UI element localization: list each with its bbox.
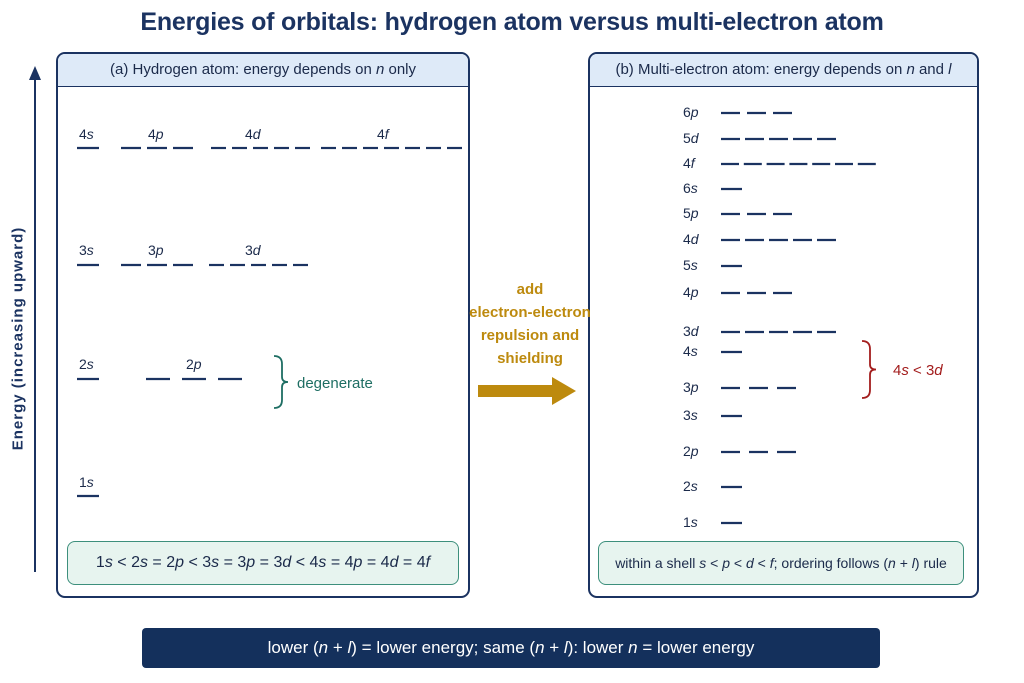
degenerate-label: degenerate	[297, 375, 373, 392]
right-arrow-icon	[552, 377, 576, 405]
main-title: Energies of orbitals: hydrogen atom vers…	[140, 8, 884, 36]
multi-level-3p-label: 3p	[683, 379, 699, 395]
multi-level-5s-label: 5s	[683, 257, 698, 273]
hydrogen-level-4d-label: 4d	[245, 126, 261, 142]
multi-level-6s-label: 6s	[683, 180, 698, 196]
hydrogen-level-4s-label: 4s	[79, 126, 94, 142]
multi-electron-order-rule: within a shell s < p < d < f; ordering f…	[598, 541, 964, 585]
energy-axis-arrowhead-icon	[29, 66, 41, 80]
multi-level-2p-label: 2p	[683, 443, 699, 459]
panel-hydrogen: (a) Hydrogen atom: energy depends on n o…	[56, 52, 470, 598]
multi-level-4s-label: 4s	[683, 343, 698, 359]
hydrogen-level-3p-label: 3p	[148, 242, 164, 258]
multi-level-4f-label: 4f	[683, 155, 695, 171]
multi-level-3s-label: 3s	[683, 407, 698, 423]
panel-multi-electron: (b) Multi-electron atom: energy depends …	[588, 52, 979, 598]
hydrogen-level-3d-label: 3d	[245, 242, 261, 258]
hydrogen-level-2s-label: 2s	[79, 356, 94, 372]
hydrogen-level-1s-label: 1s	[79, 474, 94, 490]
panel-multi-electron-header: (b) Multi-electron atom: energy depends …	[590, 54, 977, 87]
multi-level-5p-label: 5p	[683, 205, 699, 221]
bottom-rule-bar: lower (n + l) = lower energy; same (n + …	[142, 628, 880, 668]
comparison-bracket-icon	[861, 340, 877, 399]
multi-level-6p-label: 6p	[683, 104, 699, 120]
hydrogen-order-rule: 1s < 2s = 2p < 3s = 3p = 3d < 4s = 4p = …	[67, 541, 459, 585]
hydrogen-level-4p-label: 4p	[148, 126, 164, 142]
multi-level-1s-label: 1s	[683, 514, 698, 530]
multi-level-5d-label: 5d	[683, 130, 699, 146]
multi-level-3d-label: 3d	[683, 323, 699, 339]
multi-level-2s-label: 2s	[683, 478, 698, 494]
hydrogen-level-2p-label: 2p	[186, 356, 202, 372]
hydrogen-level-4f-label: 4f	[377, 126, 389, 142]
multi-level-4d-label: 4d	[683, 231, 699, 247]
comparison-label: 4s < 3d	[893, 362, 943, 379]
multi-level-4p-label: 4p	[683, 284, 699, 300]
hydrogen-level-3s-label: 3s	[79, 242, 94, 258]
panel-hydrogen-header: (a) Hydrogen atom: energy depends on n o…	[58, 54, 468, 87]
arrow-shaft	[478, 385, 554, 397]
arrow-label: add electron-electron repulsion and shieldi…	[469, 281, 591, 367]
degenerate-bracket-icon	[273, 355, 289, 409]
